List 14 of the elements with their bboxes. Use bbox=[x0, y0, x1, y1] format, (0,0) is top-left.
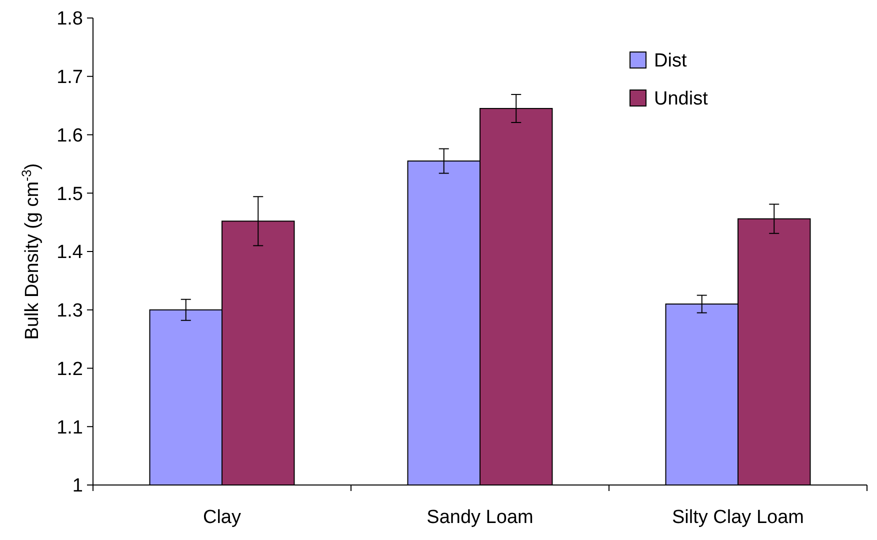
y-tick-label: 1.2 bbox=[56, 358, 83, 380]
y-tick-label: 1.1 bbox=[56, 417, 83, 438]
legend-label: Dist bbox=[654, 50, 688, 72]
x-tick-label: Clay bbox=[202, 507, 242, 528]
x-tick-label: Sandy Loam bbox=[426, 507, 534, 528]
y-tick-label: 1.3 bbox=[56, 300, 83, 322]
y-tick-label: 1.7 bbox=[56, 67, 83, 88]
y-tick-label: 1.8 bbox=[56, 8, 83, 30]
y-tick-label: 1.6 bbox=[56, 125, 83, 146]
y-tick-label: 1.4 bbox=[56, 242, 84, 264]
x-tick-label: Silty Clay Loam bbox=[672, 507, 804, 528]
y-tick-label: 1 bbox=[72, 476, 83, 497]
y-tick-label: 1.5 bbox=[56, 184, 83, 205]
legend-label: Undist bbox=[654, 88, 709, 110]
